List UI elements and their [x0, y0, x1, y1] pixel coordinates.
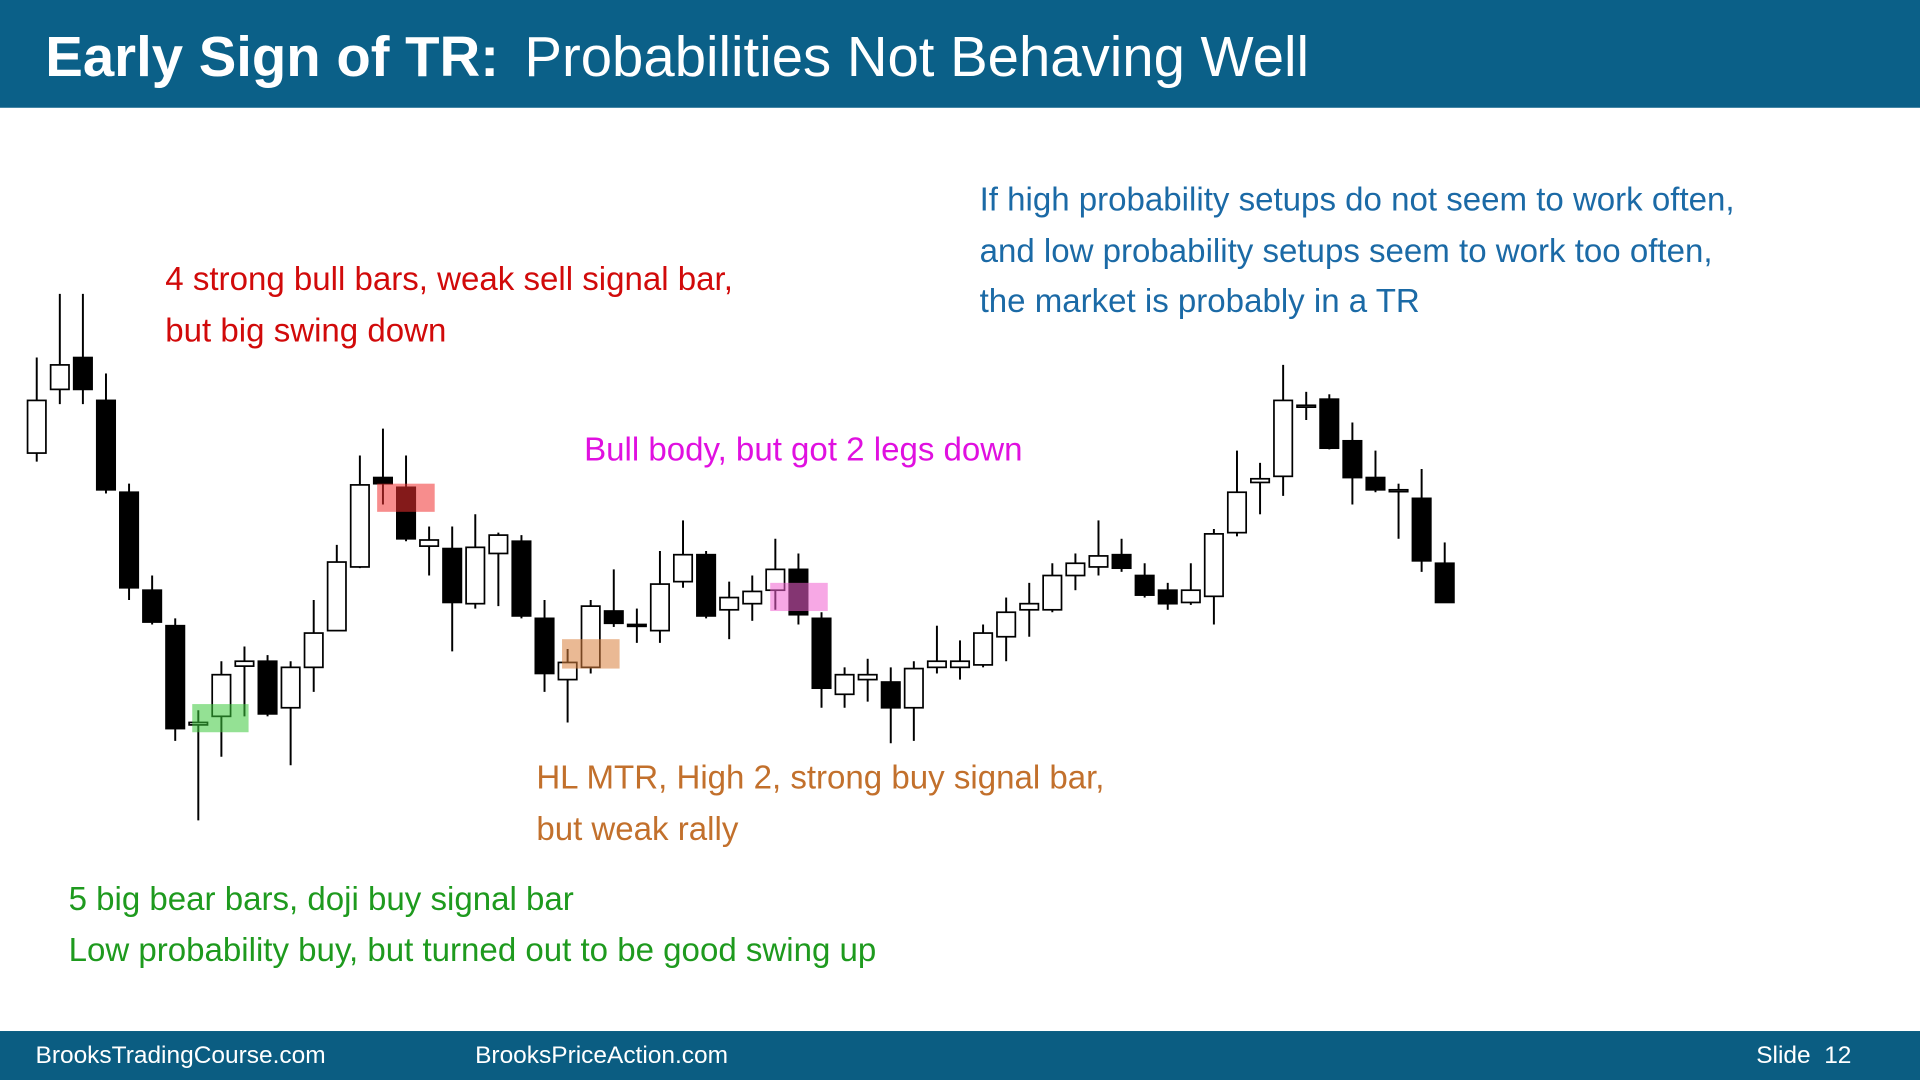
bear-body — [72, 356, 93, 391]
annotation-magenta: Bull body, but got 2 legs down — [584, 431, 1022, 468]
bear-body — [372, 476, 393, 485]
bull-body — [234, 660, 255, 667]
bull-body — [303, 632, 324, 669]
bull-body — [834, 673, 855, 696]
highlight-green — [192, 704, 249, 733]
title-bold: Early Sign of TR: — [45, 25, 499, 88]
bull-body — [1180, 589, 1201, 604]
annotation-line: Low probability buy, but turned out to b… — [69, 932, 877, 969]
annotation-line: 4 strong bull bars, weak sell signal bar… — [165, 261, 733, 298]
bull-body — [926, 660, 947, 669]
bull-body — [903, 667, 924, 709]
bull-body — [488, 534, 509, 555]
footer-middle: BrooksPriceAction.com — [475, 1042, 728, 1069]
footer-left: BrooksTradingCourse.com — [36, 1042, 326, 1069]
annotation-line: Bull body, but got 2 legs down — [584, 431, 1022, 468]
bull-body — [857, 673, 878, 681]
bull-body — [326, 561, 347, 632]
bear-body — [511, 540, 532, 617]
footer-bar — [0, 1031, 1920, 1080]
bull-body — [465, 546, 486, 605]
annotation-line: 5 big bear bars, doji buy signal bar — [69, 881, 574, 918]
bear-body — [880, 681, 901, 709]
slide-title: Early Sign of TR: Probabilities Not Beha… — [45, 25, 1309, 88]
highlight-pink — [770, 582, 828, 612]
bear-body — [1342, 439, 1363, 479]
bear-body — [1111, 553, 1132, 570]
bull-body — [1226, 491, 1248, 534]
bull-body — [649, 583, 670, 632]
annotation-orange: HL MTR, High 2, strong buy signal bar, b… — [536, 760, 1113, 848]
slide-number: Slide 12 — [1756, 1042, 1851, 1069]
bear-body — [1134, 574, 1155, 596]
bear-body — [603, 610, 624, 625]
bull-body — [280, 666, 301, 709]
bull-body — [996, 611, 1017, 638]
annotation-green: 5 big bear bars, doji buy signal bar Low… — [69, 881, 877, 969]
annotation-line: and low probability setups seem to work … — [980, 233, 1713, 270]
bear-body — [95, 399, 117, 491]
bull-body — [1296, 404, 1317, 408]
bear-body — [811, 617, 832, 690]
bull-body — [672, 553, 694, 583]
bear-body — [626, 623, 647, 628]
bear-body — [1319, 398, 1340, 450]
title-rest: Probabilities Not Behaving Well — [524, 25, 1309, 88]
bull-body — [742, 590, 763, 605]
bear-body — [696, 553, 717, 617]
bull-body — [1388, 488, 1409, 493]
bull-body — [26, 399, 47, 454]
annotation-line: If high probability setups do not seem t… — [980, 182, 1735, 219]
highlight-orange — [562, 639, 620, 669]
bull-body — [1019, 602, 1040, 611]
highlight-red — [377, 483, 435, 512]
bull-body — [949, 660, 971, 669]
bear-body — [165, 624, 186, 730]
bull-body — [419, 539, 440, 547]
bear-body — [442, 547, 463, 604]
bull-body — [1065, 562, 1086, 577]
bear-body — [1434, 562, 1455, 604]
bear-body — [257, 660, 278, 715]
bull-body — [719, 596, 740, 611]
annotation-blue: If high probability setups do not seem t… — [980, 182, 1744, 321]
bull-body — [49, 364, 70, 391]
bull-body — [1250, 477, 1271, 484]
bull-body — [973, 632, 994, 666]
annotation-line: but weak rally — [536, 811, 739, 848]
bull-body — [1088, 555, 1109, 568]
bear-body — [1157, 589, 1178, 605]
bear-body — [142, 589, 163, 623]
annotation-line: but big swing down — [165, 313, 446, 350]
annotation-line: the market is probably in a TR — [980, 283, 1420, 320]
bear-body — [1411, 497, 1432, 562]
bear-body — [1365, 476, 1386, 491]
bull-body — [1273, 399, 1294, 478]
bull-body — [349, 484, 370, 568]
header-bar — [0, 0, 1920, 108]
bear-body — [119, 491, 140, 589]
annotation-line: HL MTR, High 2, strong buy signal bar, — [536, 760, 1104, 797]
bull-body — [1042, 574, 1063, 611]
bear-body — [534, 617, 555, 675]
annotation-red: 4 strong bull bars, weak sell signal bar… — [165, 261, 742, 349]
candles — [26, 293, 1455, 821]
bull-body — [1203, 533, 1224, 598]
